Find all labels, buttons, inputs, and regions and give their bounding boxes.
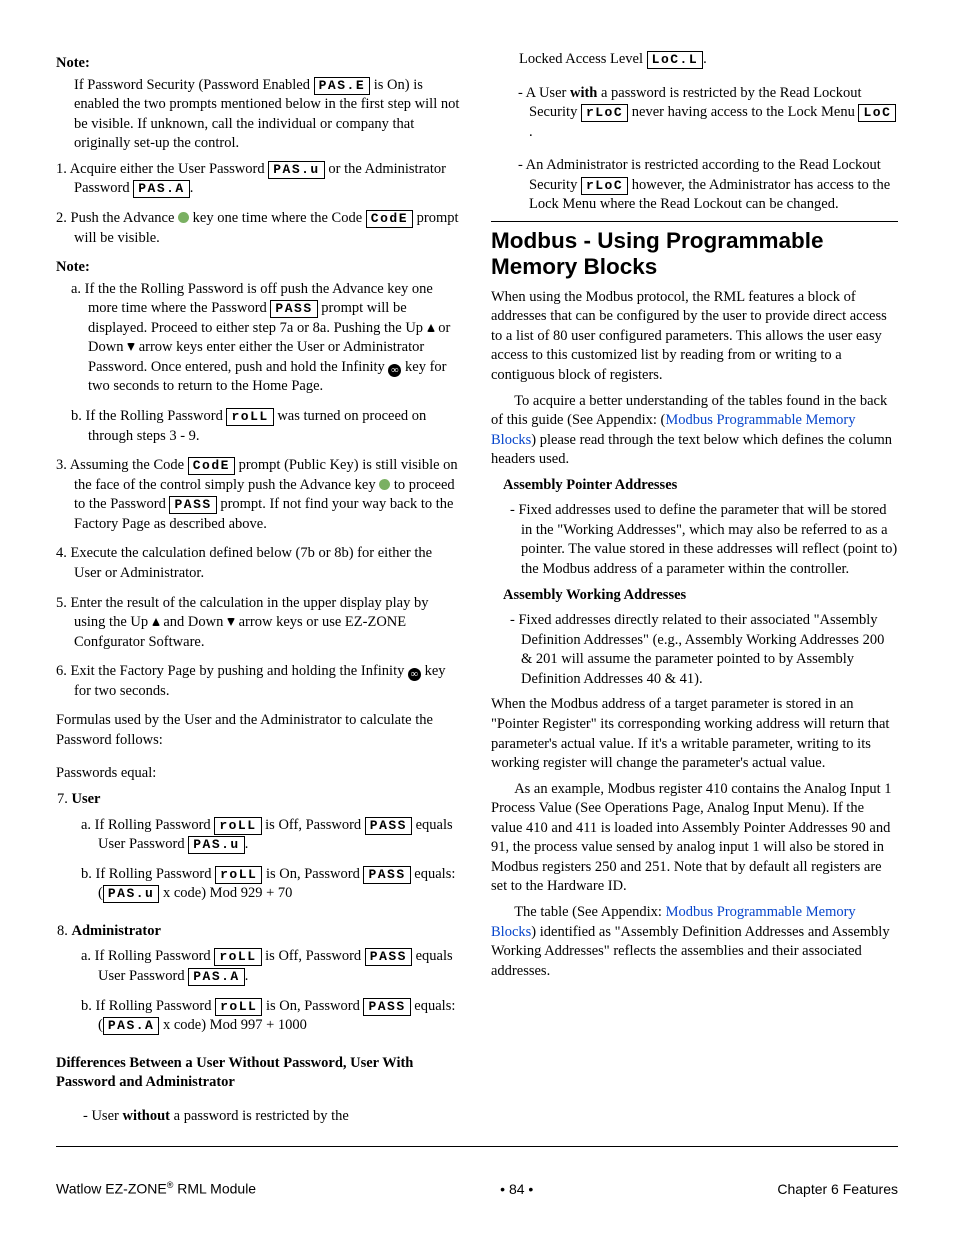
step-5: 5. Enter the result of the calculation i… <box>74 594 463 653</box>
step-4: 4. Execute the calculation defined below… <box>74 544 463 583</box>
seg-locl: LoC.L <box>647 51 704 69</box>
seg-roll: roLL <box>226 408 273 426</box>
step-list-2: 3. Assuming the Code CodE prompt (Public… <box>74 456 463 701</box>
apa-body: - Fixed addresses used to define the par… <box>521 501 898 579</box>
up-icon <box>427 324 435 332</box>
diff-item-1: - User without a password is restricted … <box>94 1107 463 1127</box>
admin-sub: a. If Rolling Password roLL is Off, Pass… <box>98 947 463 1035</box>
modbus-p3: When the Modbus address of a target para… <box>491 695 898 773</box>
step-6: 6. Exit the Factory Page by pushing and … <box>74 662 463 701</box>
step-2: 2. Push the Advance key one time where t… <box>74 209 463 248</box>
awa-body: - Fixed addresses directly related to th… <box>521 611 898 689</box>
infinity-icon-2: ∞ <box>408 668 421 681</box>
user-7b: b. If Rolling Password roLL is On, Passw… <box>98 865 463 904</box>
note-a: a. If the the Rolling Password is off pu… <box>88 280 463 397</box>
up-icon-2 <box>152 618 160 626</box>
footer-page: • 84 • <box>500 1180 533 1199</box>
diff-item-3: - An Administrator is restricted accordi… <box>529 156 898 215</box>
right-column: Locked Access Level LoC.L. - A User with… <box>491 50 898 1132</box>
section-title: Modbus - Using Programmable Memory Block… <box>491 228 898 280</box>
seg-pass-2: PASS <box>169 496 216 514</box>
admin-8a: a. If Rolling Password roLL is Off, Pass… <box>98 947 463 986</box>
down-icon-2 <box>227 618 235 626</box>
seg-pasa: PAS.A <box>133 180 190 198</box>
note-b: b. If the Rolling Password roLL was turn… <box>88 407 463 446</box>
modbus-p5: The table (See Appendix: Modbus Programm… <box>491 903 898 981</box>
modbus-p4: As an example, Modbus register 410 conta… <box>491 780 898 897</box>
footer-rule <box>56 1146 898 1147</box>
step-7: 7. User <box>74 790 463 810</box>
note-header: Note: <box>56 54 463 74</box>
user-7a: a. If Rolling Password roLL is Off, Pass… <box>98 816 463 855</box>
modbus-p2: To acquire a better understanding of the… <box>491 392 898 470</box>
step-3: 3. Assuming the Code CodE prompt (Public… <box>74 456 463 534</box>
passwords-equal: Passwords equal: <box>56 764 463 784</box>
diff-item-2: - A User with a password is restricted b… <box>529 84 898 143</box>
formulas-intro: Formulas used by the User and the Admini… <box>56 711 463 750</box>
note-sublist: a. If the the Rolling Password is off pu… <box>88 280 463 447</box>
differences-header: Differences Between a User Without Passw… <box>56 1054 463 1093</box>
footer-left: Watlow EZ-ZONE® RML Module <box>56 1179 256 1199</box>
apa-header: Assembly Pointer Addresses <box>503 476 898 496</box>
seg-code: CodE <box>366 210 413 228</box>
step-1: 1. Acquire either the User Password PAS.… <box>74 160 463 199</box>
admin-8b: b. If Rolling Password roLL is On, Passw… <box>98 997 463 1036</box>
section-rule <box>491 221 898 222</box>
modbus-p1: When using the Modbus protocol, the RML … <box>491 288 898 386</box>
footer-right: Chapter 6 Features <box>777 1180 898 1199</box>
seg-code-2: CodE <box>188 457 235 475</box>
seg-rloc: rLoC <box>581 104 628 122</box>
page-footer: Watlow EZ-ZONE® RML Module • 84 • Chapte… <box>56 1179 898 1199</box>
note-header-2: Note: <box>56 258 463 278</box>
advance-icon <box>178 212 189 223</box>
seg-pasu: PAS.u <box>268 161 325 179</box>
left-column: Note: If Password Security (Password Ena… <box>56 50 463 1132</box>
seg-pass: PASS <box>270 300 317 318</box>
advance-icon-2 <box>379 479 390 490</box>
down-icon <box>127 343 135 351</box>
note-body: If Password Security (Password Enabled P… <box>74 76 463 154</box>
locked-access: Locked Access Level LoC.L. <box>519 50 898 70</box>
step-8: 8. Administrator <box>74 922 463 942</box>
seg-loc: LoC <box>858 104 896 122</box>
seg-pase: PAS.E <box>314 77 371 95</box>
user-sub: a. If Rolling Password roLL is Off, Pass… <box>98 816 463 904</box>
awa-header: Assembly Working Addresses <box>503 586 898 606</box>
step-list: 1. Acquire either the User Password PAS.… <box>74 160 463 248</box>
infinity-icon: ∞ <box>388 364 401 377</box>
